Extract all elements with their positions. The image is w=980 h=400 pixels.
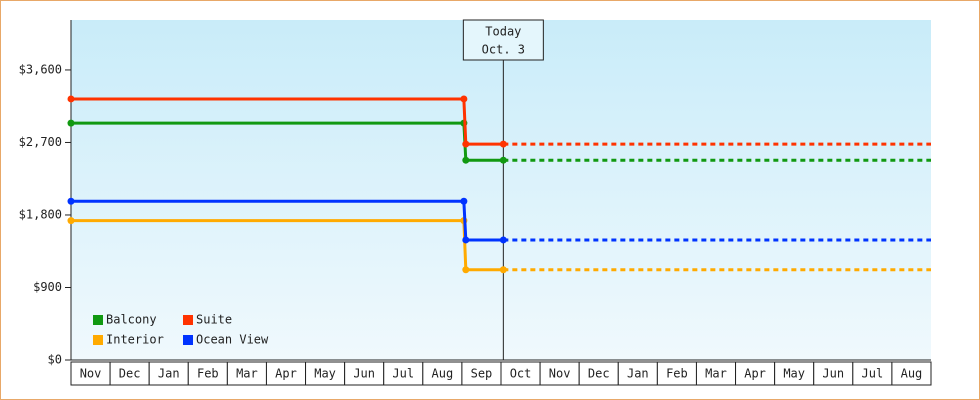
x-tick-label: Nov bbox=[549, 367, 571, 381]
x-tick-label: Jul bbox=[862, 367, 884, 381]
legend-label: Interior bbox=[106, 333, 164, 347]
y-tick-label: $2,700 bbox=[19, 135, 62, 149]
legend-label: Balcony bbox=[106, 313, 157, 327]
data-point bbox=[67, 197, 75, 205]
legend-swatch bbox=[93, 315, 103, 325]
y-tick-label: $0 bbox=[48, 353, 62, 367]
y-tick-label: $900 bbox=[33, 280, 62, 294]
legend-label: Ocean View bbox=[196, 333, 269, 347]
data-point bbox=[67, 95, 75, 103]
x-tick-label: Aug bbox=[901, 367, 923, 381]
x-tick-label: Jun bbox=[353, 367, 375, 381]
series-line bbox=[71, 199, 504, 242]
data-point bbox=[462, 236, 470, 244]
data-point bbox=[499, 266, 507, 274]
y-tick-label: $3,600 bbox=[19, 62, 62, 76]
x-tick-label: Mar bbox=[705, 367, 727, 381]
series-line bbox=[71, 97, 504, 146]
data-point bbox=[462, 140, 470, 148]
today-box bbox=[462, 19, 544, 61]
x-tick-label: Sep bbox=[471, 367, 493, 381]
x-tick-label: Oct bbox=[510, 367, 532, 381]
x-tick-label: Jul bbox=[392, 367, 414, 381]
x-tick-label: Aug bbox=[432, 367, 454, 381]
x-tick-label: Mar bbox=[236, 367, 258, 381]
legend-swatch bbox=[183, 315, 193, 325]
x-tick-label: Nov bbox=[80, 367, 102, 381]
legend-swatch bbox=[93, 335, 103, 345]
today-label: Oct. 3 bbox=[482, 43, 525, 57]
data-point bbox=[460, 197, 468, 205]
data-point bbox=[67, 217, 75, 225]
x-tick-cell bbox=[891, 361, 932, 386]
data-point bbox=[462, 156, 470, 164]
x-tick-label: May bbox=[783, 367, 805, 381]
series-line bbox=[71, 219, 504, 272]
data-point bbox=[462, 266, 470, 274]
legend-label: Suite bbox=[196, 313, 232, 327]
x-tick-label: Apr bbox=[275, 367, 297, 381]
today-label: Today bbox=[485, 25, 521, 39]
x-tick-label: Jan bbox=[627, 367, 649, 381]
plot-area bbox=[71, 20, 931, 360]
legend-swatch bbox=[183, 335, 193, 345]
x-tick-label: Apr bbox=[744, 367, 766, 381]
x-tick-label: Jan bbox=[158, 367, 180, 381]
x-tick-label: Feb bbox=[666, 367, 688, 381]
x-tick-label: Feb bbox=[197, 367, 219, 381]
data-point bbox=[460, 95, 468, 103]
data-point bbox=[499, 140, 507, 148]
y-tick-label: $1,800 bbox=[19, 207, 62, 221]
x-tick-label: May bbox=[314, 367, 336, 381]
x-tick-label: Jun bbox=[822, 367, 844, 381]
data-point bbox=[499, 236, 507, 244]
x-tick-label: Dec bbox=[588, 367, 610, 381]
data-point bbox=[67, 119, 75, 127]
data-point bbox=[499, 156, 507, 164]
x-tick-label: Dec bbox=[119, 367, 141, 381]
